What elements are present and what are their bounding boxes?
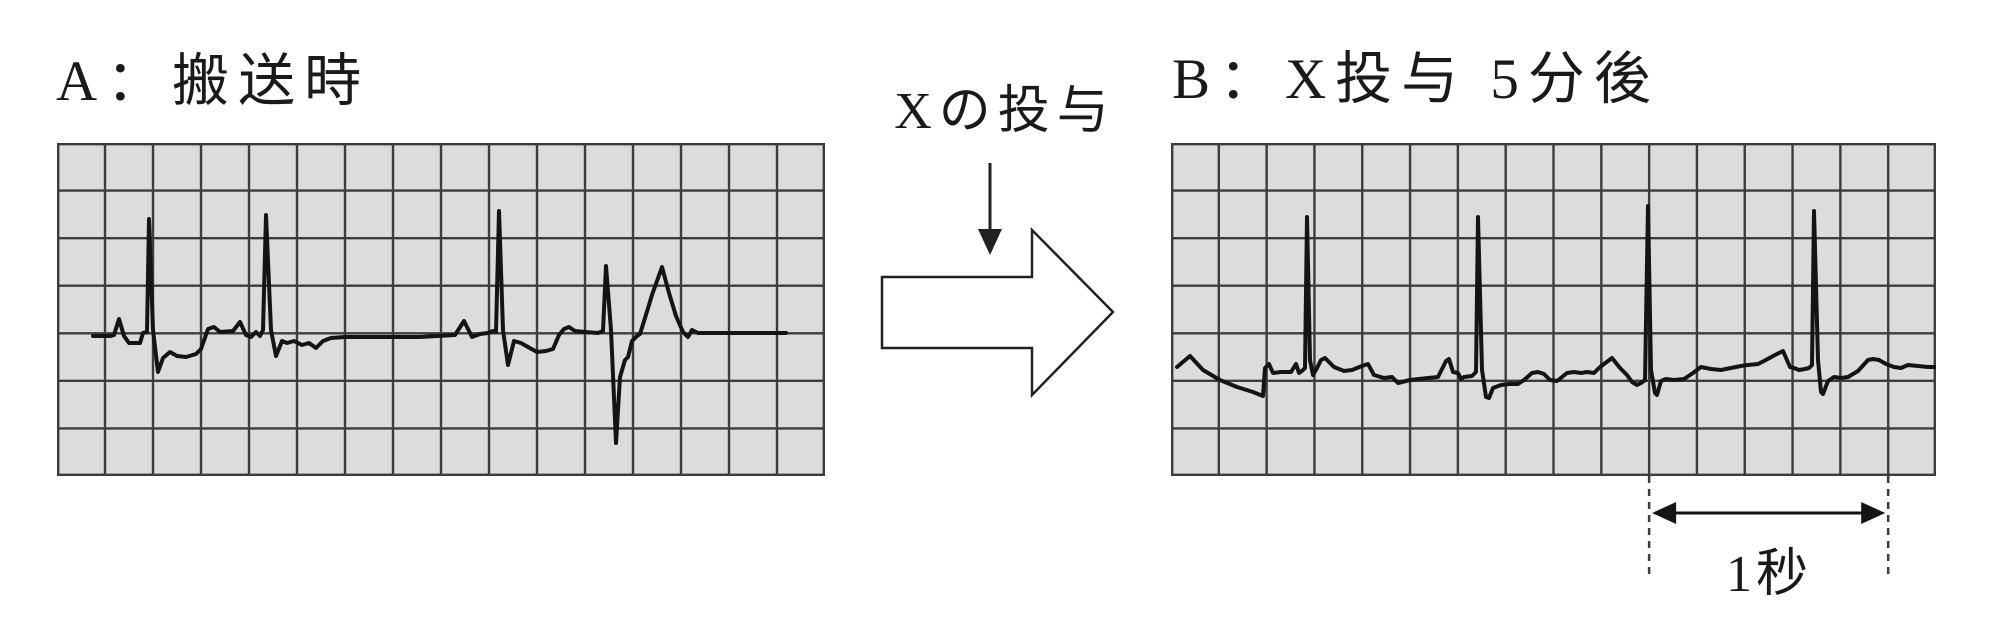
panel-b-title: B：X投与 5分後 bbox=[1172, 48, 1660, 111]
ecg-strip-a bbox=[57, 143, 825, 476]
transition-label: Xの投与 bbox=[894, 83, 1116, 140]
one-second-interval-annotation bbox=[1647, 476, 1890, 574]
ecg-trace bbox=[1175, 204, 1936, 400]
ecg-trace bbox=[91, 209, 788, 445]
ecg-strip-b bbox=[1171, 143, 1936, 476]
right-block-arrow-icon bbox=[880, 226, 1115, 399]
one-second-label: 1秒 bbox=[1725, 546, 1812, 603]
down-arrow-icon bbox=[978, 163, 1002, 255]
panel-a-title: A：搬送時 bbox=[56, 50, 371, 113]
transition-arrows bbox=[880, 163, 1115, 399]
double-headed-horizontal-arrow-icon bbox=[1652, 502, 1886, 524]
